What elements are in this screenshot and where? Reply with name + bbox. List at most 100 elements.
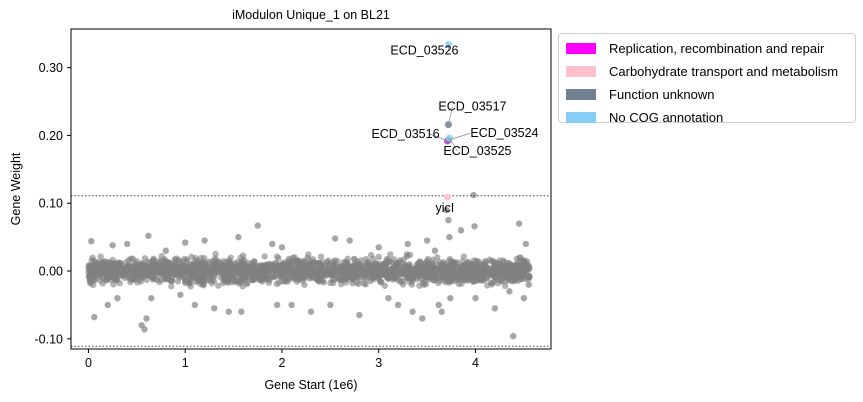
legend-label: No COG annotation	[609, 110, 724, 125]
background-point	[148, 273, 155, 280]
background-point	[443, 206, 450, 214]
background-point	[484, 282, 491, 289]
background-point	[471, 223, 478, 230]
background-point	[423, 237, 431, 244]
background-point	[336, 276, 344, 283]
background-point	[274, 263, 282, 270]
background-point	[143, 276, 150, 283]
background-point	[88, 238, 95, 245]
background-point	[174, 258, 181, 265]
background-point	[442, 265, 450, 273]
background-point	[181, 239, 189, 246]
background-point	[256, 273, 263, 280]
background-point	[225, 257, 233, 264]
background-point	[266, 272, 274, 280]
background-point	[351, 256, 358, 263]
background-point	[111, 261, 118, 268]
background-point	[361, 261, 369, 269]
background-point	[176, 267, 183, 274]
background-point	[297, 263, 304, 271]
background-point	[348, 269, 356, 276]
background-point	[472, 294, 479, 302]
legend: Replication, recombination and repair Ca…	[558, 33, 856, 125]
background-point	[291, 272, 298, 279]
background-point	[496, 263, 504, 270]
background-point	[510, 332, 517, 340]
background-point	[419, 315, 426, 322]
background-point	[212, 250, 219, 258]
background-point	[489, 271, 496, 278]
background-point	[375, 265, 383, 273]
background-point	[288, 301, 295, 309]
background-point	[273, 301, 281, 309]
background-point	[133, 258, 141, 265]
background-point	[491, 277, 499, 284]
background-point	[317, 253, 325, 260]
background-point	[305, 275, 313, 282]
background-point	[154, 260, 161, 268]
background-point	[435, 301, 442, 309]
background-point	[197, 277, 205, 284]
background-point	[457, 227, 465, 234]
background-point	[104, 301, 111, 309]
background-point	[211, 305, 218, 312]
background-point	[305, 267, 313, 274]
background-point	[463, 273, 471, 280]
background-point	[235, 280, 243, 287]
background-point	[141, 326, 148, 333]
background-point	[316, 264, 324, 272]
background-point	[261, 253, 268, 260]
points-group	[71, 41, 551, 347]
background-point	[273, 280, 280, 288]
background-point	[225, 308, 232, 315]
background-point	[248, 276, 256, 283]
background-point	[489, 257, 496, 265]
series-point	[444, 121, 452, 129]
background-point	[254, 222, 261, 229]
legend-item-replication: Replication, recombination and repair	[566, 37, 855, 60]
legend-swatch	[566, 66, 596, 77]
background-point	[116, 260, 124, 268]
background-point	[306, 257, 313, 264]
x-tick-label: 4	[472, 356, 479, 370]
background-point	[416, 258, 424, 265]
annotation-arrow	[449, 137, 458, 152]
background-point	[416, 274, 423, 281]
background-point	[328, 269, 336, 276]
background-point	[504, 272, 511, 279]
background-point	[459, 258, 466, 265]
point-label: ECD_03524	[470, 126, 538, 140]
background-point	[445, 216, 452, 224]
background-point	[501, 282, 509, 290]
background-point	[338, 280, 345, 288]
background-point	[475, 274, 482, 281]
background-point	[520, 265, 527, 272]
background-point	[506, 263, 514, 270]
background-point	[123, 258, 130, 266]
legend-label: Carbohydrate transport and metabolism	[609, 64, 839, 79]
background-point	[210, 271, 217, 279]
background-point	[525, 281, 532, 288]
background-point	[375, 253, 383, 261]
background-point	[215, 282, 222, 289]
background-point	[356, 311, 363, 319]
background-point	[90, 269, 98, 276]
background-point	[381, 265, 388, 272]
background-point	[284, 260, 291, 267]
background-point	[240, 256, 248, 264]
background-point	[327, 301, 334, 309]
background-point	[491, 305, 499, 312]
background-point	[273, 253, 281, 260]
legend-swatch	[566, 112, 596, 123]
background-point	[446, 233, 453, 241]
background-point	[515, 220, 523, 227]
background-point	[481, 258, 489, 265]
background-point	[478, 267, 486, 274]
background-point	[375, 244, 382, 251]
background-point	[337, 269, 345, 276]
legend-swatch	[566, 89, 596, 100]
background-point	[409, 308, 416, 315]
y-tick-label: 0.20	[39, 129, 63, 143]
background-point	[438, 308, 445, 315]
background-point	[205, 271, 212, 278]
